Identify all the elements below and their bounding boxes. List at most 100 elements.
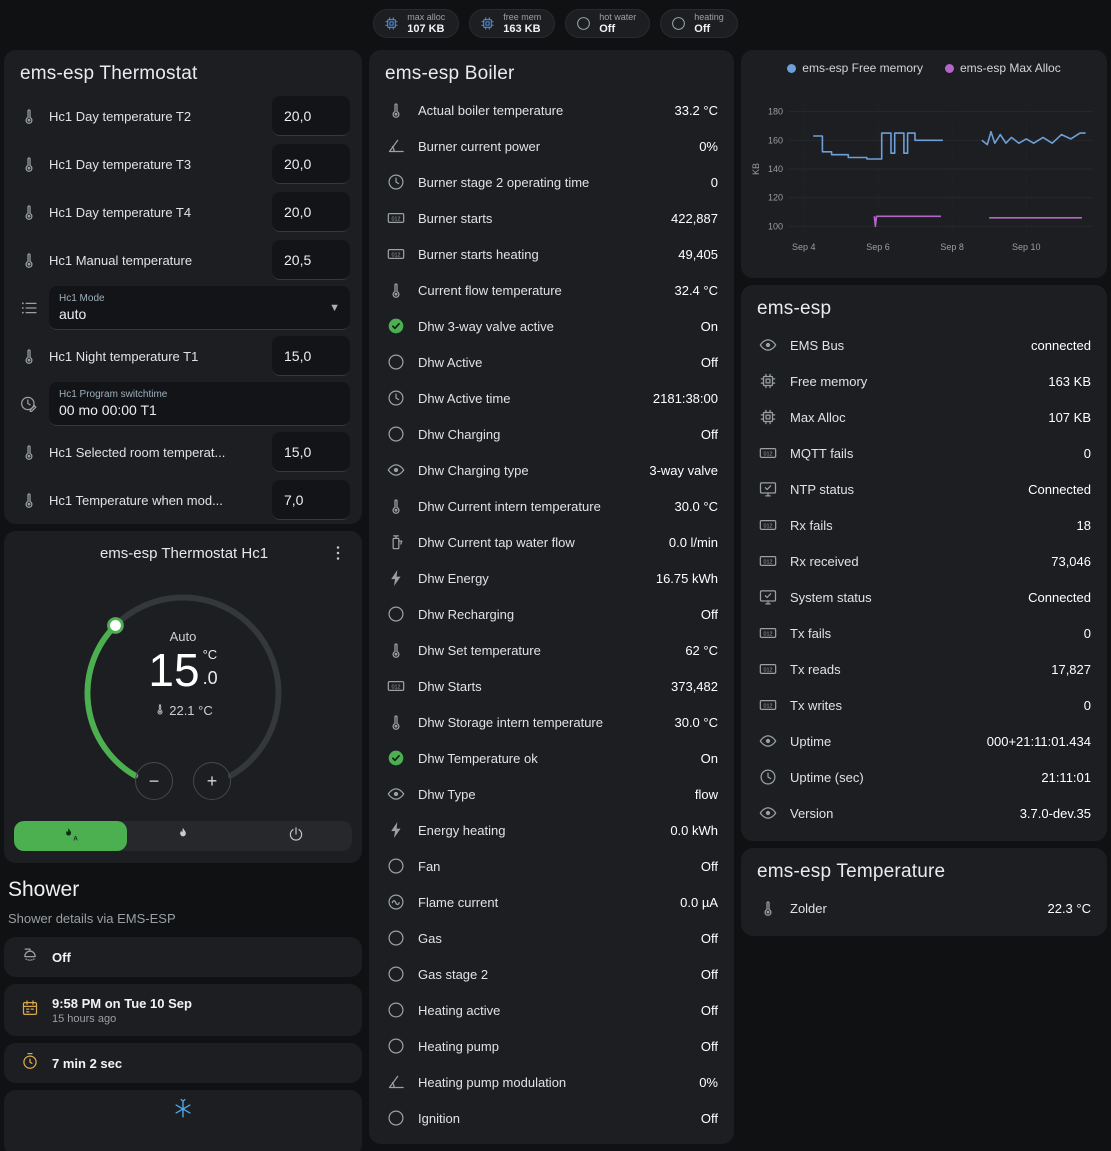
entity-row-uptime-sec[interactable]: Uptime (sec) 21:11:01	[741, 759, 1107, 795]
memory-chip-icon	[383, 15, 400, 32]
entity-row-free-memory[interactable]: Free memory 163 KB	[741, 363, 1107, 399]
entity-row-gas[interactable]: Gas Off	[369, 920, 734, 956]
field-label: Hc1 Program switchtime	[59, 389, 168, 400]
entity-row-rx-fails[interactable]: 012 Rx fails 18	[741, 507, 1107, 543]
entity-row-tx-fails[interactable]: 012 Tx fails 0	[741, 615, 1107, 651]
legend-item-ems-esp-max-alloc[interactable]: ems-esp Max Alloc	[945, 61, 1061, 75]
chip-max-alloc[interactable]: max alloc 107 KB	[373, 8, 460, 38]
entity-row-dhw-recharging[interactable]: Dhw Recharging Off	[369, 596, 734, 632]
circle-icon	[385, 1036, 406, 1056]
shower-card-0[interactable]: Off	[4, 937, 362, 977]
entity-row-dhw-type[interactable]: Dhw Type flow	[369, 776, 734, 812]
flame-auto-icon: A	[61, 825, 79, 848]
number-input-hc1-day-temperature-t4[interactable]: 20,0	[272, 192, 350, 232]
entity-row-burner-starts[interactable]: 012 Burner starts 422,887	[369, 200, 734, 236]
number-input-hc1-day-temperature-t3[interactable]: 20,0	[272, 144, 350, 184]
entity-row-dhw-3-way-valve-active[interactable]: Dhw 3-way valve active On	[369, 308, 734, 344]
entity-row-mqtt-fails[interactable]: 012 MQTT fails 0	[741, 435, 1107, 471]
entity-row-version[interactable]: Version 3.7.0-dev.35	[741, 795, 1107, 831]
entity-label: Dhw 3-way valve active	[418, 318, 554, 334]
entity-row-dhw-charging[interactable]: Dhw Charging Off	[369, 416, 734, 452]
entity-row-tx-reads[interactable]: 012 Tx reads 17,827	[741, 651, 1107, 687]
legend-label: ems-esp Free memory	[802, 61, 923, 75]
entity-row-heating-pump-modulation[interactable]: Heating pump modulation 0%	[369, 1064, 734, 1100]
entity-row-dhw-set-temperature[interactable]: Dhw Set temperature 62 °C	[369, 632, 734, 668]
shower-card-3[interactable]	[4, 1090, 362, 1151]
entity-row-burner-current-power[interactable]: Burner current power 0%	[369, 128, 734, 164]
entity-row-heating-active[interactable]: Heating active Off	[369, 992, 734, 1028]
entity-value: 17,827	[1051, 661, 1091, 677]
entity-row-gas-stage-2[interactable]: Gas stage 2 Off	[369, 956, 734, 992]
decrease-temp-button[interactable]: −	[135, 762, 173, 800]
thermostat-settings-rows: Hc1 Day temperature T2 20,0 Hc1 Day temp…	[4, 92, 362, 524]
chip-label: heating	[694, 11, 724, 22]
counter-icon: 012	[385, 676, 406, 696]
number-input-hc1-temperature-when-mod[interactable]: 7,0	[272, 480, 350, 520]
hvac-mode-heat-button[interactable]	[127, 821, 240, 851]
text-field-hc1-program-switchtime[interactable]: Hc1 Program switchtime 00 mo 00:00 T1	[49, 382, 350, 426]
entity-row-ems-bus[interactable]: EMS Bus connected	[741, 327, 1107, 363]
entity-row-dhw-active-time[interactable]: Dhw Active time 2181:38:00	[369, 380, 734, 416]
entity-row-energy-heating[interactable]: Energy heating 0.0 kWh	[369, 812, 734, 848]
number-input-hc1-night-temperature-t1[interactable]: 15,0	[272, 336, 350, 376]
entity-row-dhw-current-intern-temperature[interactable]: Dhw Current intern temperature 30.0 °C	[369, 488, 734, 524]
shower-card-value: 7 min 2 sec	[52, 1055, 123, 1071]
shower-card-1[interactable]: 9:58 PM on Tue 10 Sep 15 hours ago	[4, 984, 362, 1036]
entity-row-current-flow-temperature[interactable]: Current flow temperature 32.4 °C	[369, 272, 734, 308]
more-options-icon[interactable]	[326, 543, 350, 563]
entity-row-heating-pump[interactable]: Heating pump Off	[369, 1028, 734, 1064]
select-field-hc1-mode[interactable]: Hc1 Mode auto ▼	[49, 286, 350, 330]
circle-icon	[385, 856, 406, 876]
entity-row-burner-starts-heating[interactable]: 012 Burner starts heating 49,405	[369, 236, 734, 272]
card-title: ems-esp Temperature	[757, 861, 946, 882]
entity-row-system-status[interactable]: System status Connected	[741, 579, 1107, 615]
memory-chip-icon	[757, 371, 778, 391]
power-icon	[287, 825, 305, 848]
entity-row-max-alloc[interactable]: Max Alloc 107 KB	[741, 399, 1107, 435]
entity-row-dhw-active[interactable]: Dhw Active Off	[369, 344, 734, 380]
right-column: ems-esp Free memory ems-esp Max Alloc 10…	[741, 50, 1107, 936]
shower-card-2[interactable]: 7 min 2 sec	[4, 1043, 362, 1083]
entity-row-flame-current[interactable]: Flame current 0.0 µA	[369, 884, 734, 920]
increase-temp-button[interactable]: +	[193, 762, 231, 800]
entity-row-zolder[interactable]: Zolder 22.3 °C	[741, 890, 1107, 926]
number-input-hc1-manual-temperature[interactable]: 20,5	[272, 240, 350, 280]
entity-row-fan[interactable]: Fan Off	[369, 848, 734, 884]
boiler-rows: Actual boiler temperature 33.2 °C Burner…	[369, 92, 734, 1136]
circle-icon	[385, 1108, 406, 1128]
entity-row-uptime[interactable]: Uptime 000+21:11:01.434	[741, 723, 1107, 759]
entity-row-burner-stage-2-operating-time[interactable]: Burner stage 2 operating time 0	[369, 164, 734, 200]
entity-label: Actual boiler temperature	[418, 102, 564, 118]
entity-row-dhw-starts[interactable]: 012 Dhw Starts 373,482	[369, 668, 734, 704]
svg-text:KB: KB	[751, 163, 761, 175]
shower-card-subvalue: 15 hours ago	[52, 1012, 117, 1025]
entity-label: Dhw Set temperature	[418, 642, 541, 658]
svg-text:160: 160	[768, 135, 783, 145]
number-input-hc1-day-temperature-t2[interactable]: 20,0	[272, 96, 350, 136]
entity-row-tx-writes[interactable]: 012 Tx writes 0	[741, 687, 1107, 723]
entity-row-ignition[interactable]: Ignition Off	[369, 1100, 734, 1136]
dial-mode-label: Auto	[169, 629, 197, 644]
svg-text:012: 012	[391, 684, 400, 690]
emsesp-rows: EMS Bus connected Free memory 163 KB Max…	[741, 327, 1107, 831]
hvac-mode-off-button[interactable]	[239, 821, 352, 851]
chip-hot-water[interactable]: hot water Off	[565, 8, 651, 38]
thermostat-dial[interactable]: Auto 15 °C .0 22.1 °C	[53, 565, 313, 821]
entity-row-rx-received[interactable]: 012 Rx received 73,046	[741, 543, 1107, 579]
legend-item-ems-esp-free-memory[interactable]: ems-esp Free memory	[787, 61, 923, 75]
entity-label: Dhw Current tap water flow	[418, 534, 575, 550]
shower-icon	[20, 945, 40, 970]
entity-row-ntp-status[interactable]: NTP status Connected	[741, 471, 1107, 507]
chip-heating[interactable]: heating Off	[660, 8, 738, 38]
number-input-hc1-selected-room-temperat[interactable]: 15,0	[272, 432, 350, 472]
entity-row-dhw-energy[interactable]: Dhw Energy 16.75 kWh	[369, 560, 734, 596]
entity-value: Off	[700, 606, 718, 622]
chip-free-mem[interactable]: free mem 163 KB	[469, 8, 556, 38]
hvac-mode-auto-button[interactable]: A	[14, 821, 127, 851]
entity-row-dhw-charging-type[interactable]: Dhw Charging type 3-way valve	[369, 452, 734, 488]
entity-row-dhw-storage-intern-temperature[interactable]: Dhw Storage intern temperature 30.0 °C	[369, 704, 734, 740]
entity-row-dhw-temperature-ok[interactable]: Dhw Temperature ok On	[369, 740, 734, 776]
entity-value: 62 °C	[685, 642, 718, 658]
entity-row-actual-boiler-temperature[interactable]: Actual boiler temperature 33.2 °C	[369, 92, 734, 128]
entity-row-dhw-current-tap-water-flow[interactable]: Dhw Current tap water flow 0.0 l/min	[369, 524, 734, 560]
